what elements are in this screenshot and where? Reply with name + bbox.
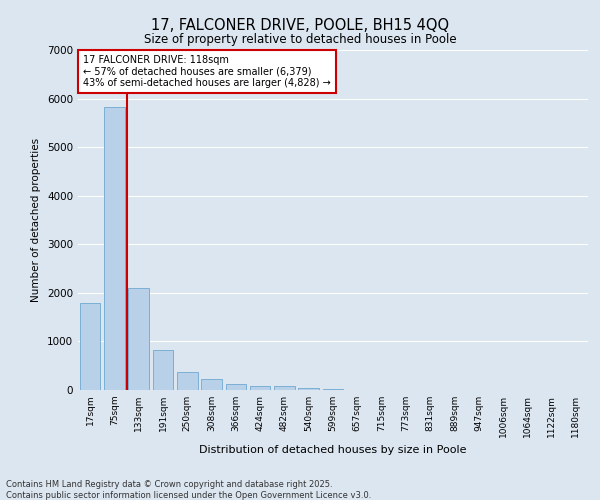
Bar [298, 388, 319, 390]
Bar [152, 350, 173, 390]
Bar [226, 384, 246, 390]
Y-axis label: Number of detached properties: Number of detached properties [31, 138, 41, 302]
Bar [177, 372, 197, 390]
Bar [128, 288, 149, 390]
Bar [250, 386, 271, 390]
Text: Size of property relative to detached houses in Poole: Size of property relative to detached ho… [143, 32, 457, 46]
Bar [80, 302, 100, 390]
Bar [104, 108, 125, 390]
Bar [274, 386, 295, 390]
Text: Contains HM Land Registry data © Crown copyright and database right 2025.
Contai: Contains HM Land Registry data © Crown c… [6, 480, 371, 500]
Bar [323, 388, 343, 390]
X-axis label: Distribution of detached houses by size in Poole: Distribution of detached houses by size … [199, 446, 467, 456]
Text: 17 FALCONER DRIVE: 118sqm
← 57% of detached houses are smaller (6,379)
43% of se: 17 FALCONER DRIVE: 118sqm ← 57% of detac… [83, 55, 331, 88]
Bar [201, 379, 222, 390]
Text: 17, FALCONER DRIVE, POOLE, BH15 4QQ: 17, FALCONER DRIVE, POOLE, BH15 4QQ [151, 18, 449, 32]
